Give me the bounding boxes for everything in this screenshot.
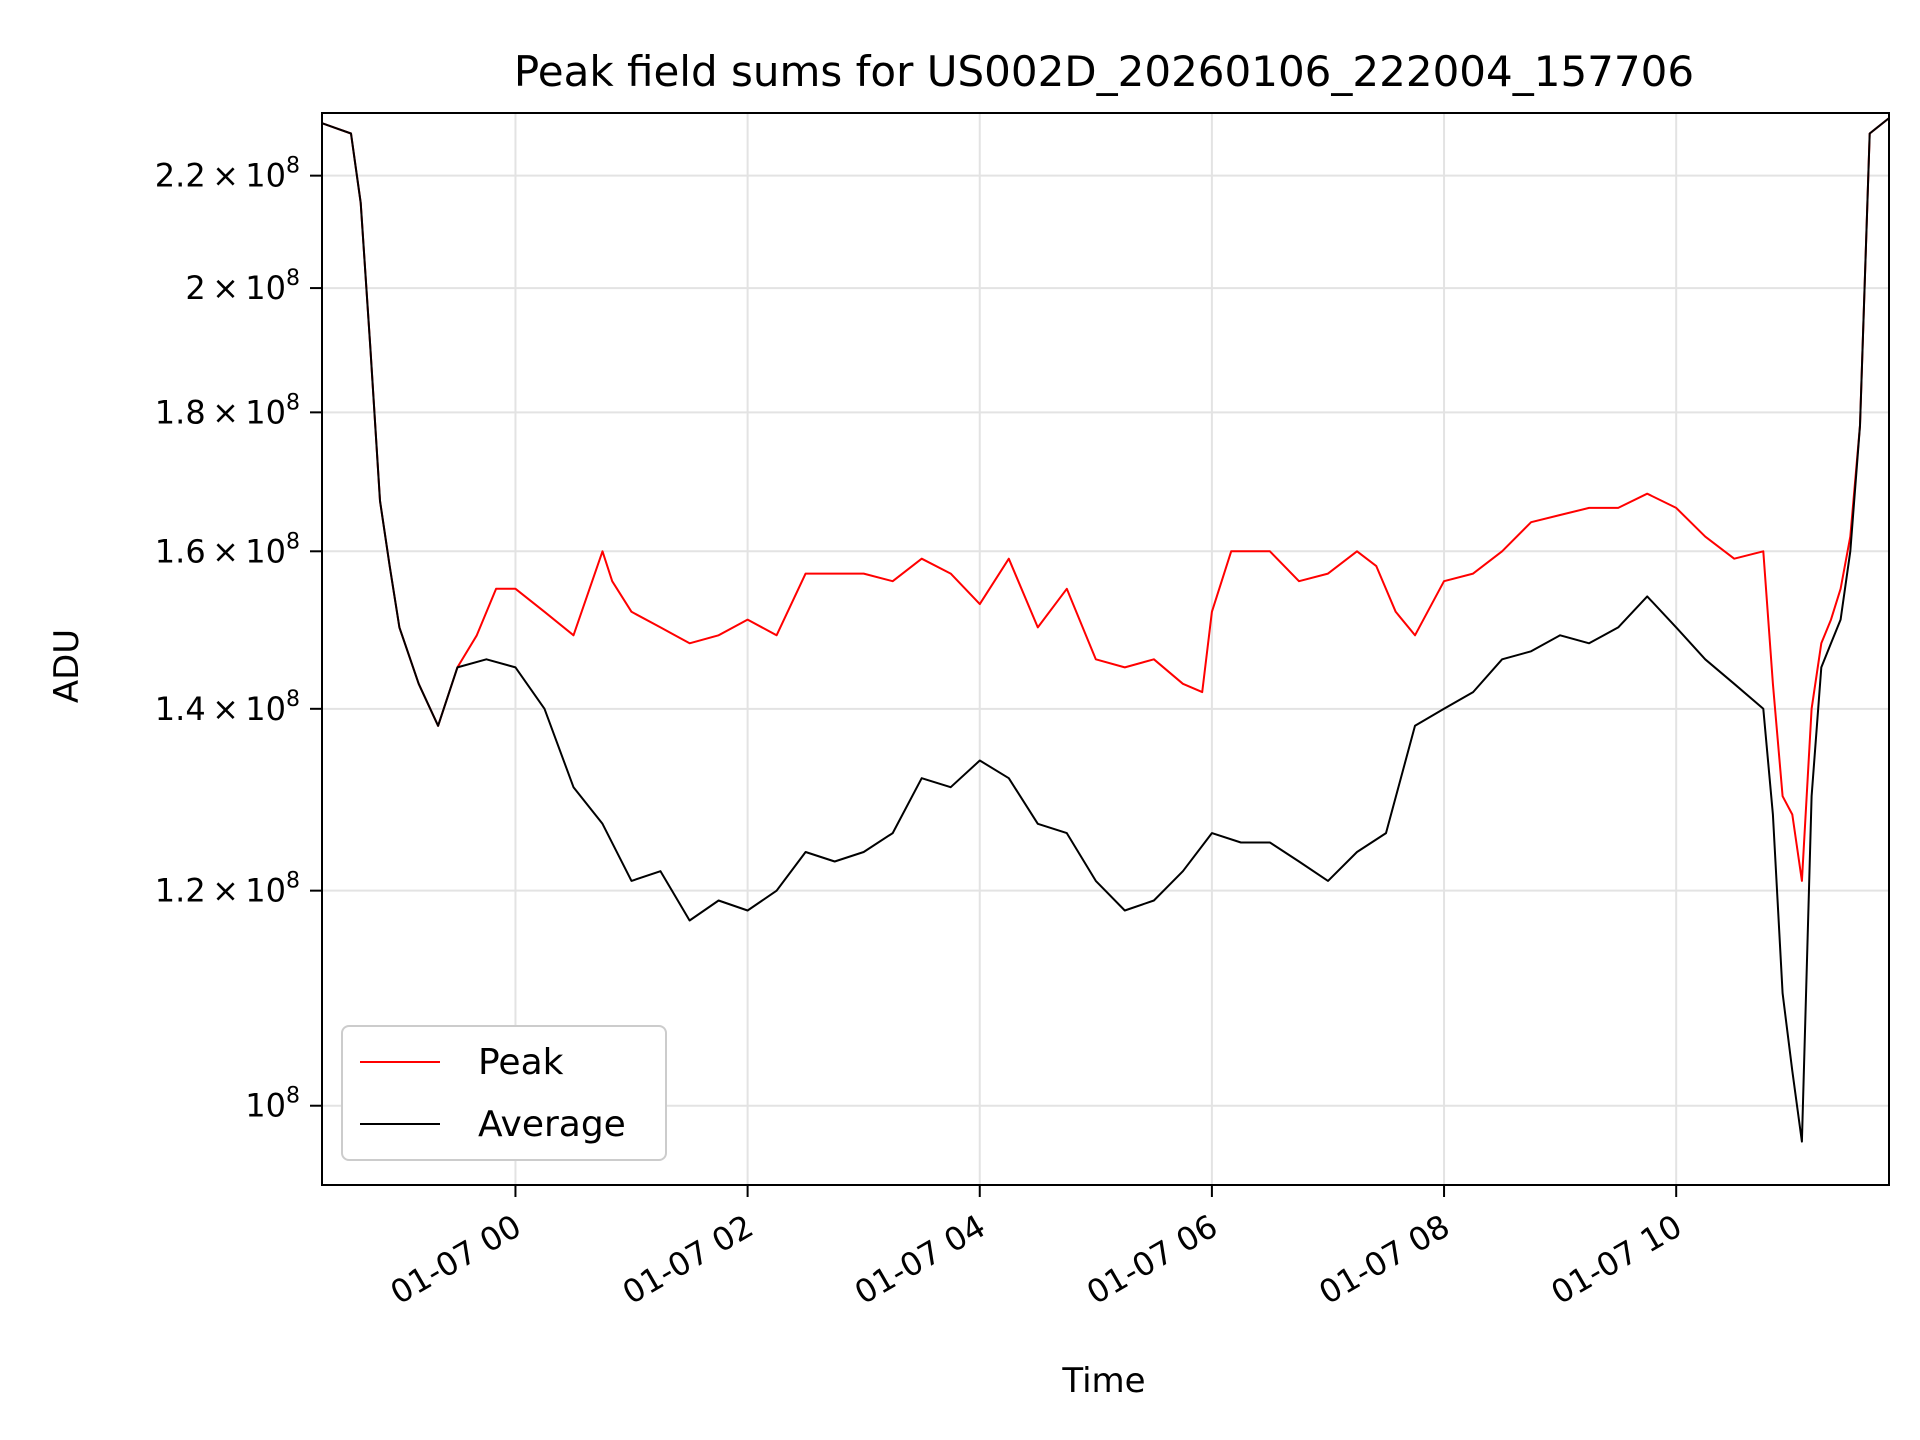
x-tick-label: 01-07 04 — [848, 1207, 992, 1312]
y-tick-label: 1.8 × 108 — [155, 390, 300, 431]
x-tick-label: 01-07 00 — [384, 1207, 528, 1312]
grid — [322, 113, 1889, 1185]
y-tick-label: 1.6 × 108 — [155, 529, 300, 570]
y-tick-label: 2 × 108 — [185, 266, 300, 307]
legend-label-average: Average — [478, 1104, 626, 1145]
plot-series — [321, 117, 1890, 1143]
x-axis: 01-07 00 01-07 02 01-07 04 01-07 06 01-07 08… — [384, 1185, 1688, 1312]
y-axis: 108 1.2 × 108 1.4 × 108 1.6 × 108 1.8 × 108 2… — [155, 154, 322, 1125]
legend-label-peak: Peak — [478, 1042, 564, 1083]
series-line-average — [321, 117, 1890, 1143]
y-tick-label: 1.4 × 108 — [155, 687, 300, 728]
chart-title: Peak field sums for US002D_20260106_2220… — [514, 47, 1694, 96]
series-line-peak — [321, 117, 1890, 882]
x-tick-label: 01-07 08 — [1312, 1207, 1456, 1312]
y-tick-label: 2.2 × 108 — [155, 154, 300, 195]
x-tick-label: 01-07 06 — [1080, 1207, 1224, 1312]
y-tick-label: 1.2 × 108 — [155, 869, 300, 910]
legend-box — [341, 1025, 667, 1161]
x-axis-label: Time — [1061, 1361, 1145, 1401]
plot-frame — [321, 112, 1890, 1186]
x-tick-label: 01-07 02 — [616, 1207, 760, 1312]
y-axis-label: ADU — [47, 629, 87, 703]
legend: Peak Average — [341, 1025, 667, 1161]
y-tick-label: 108 — [245, 1084, 300, 1125]
x-tick-label: 01-07 10 — [1545, 1207, 1689, 1312]
